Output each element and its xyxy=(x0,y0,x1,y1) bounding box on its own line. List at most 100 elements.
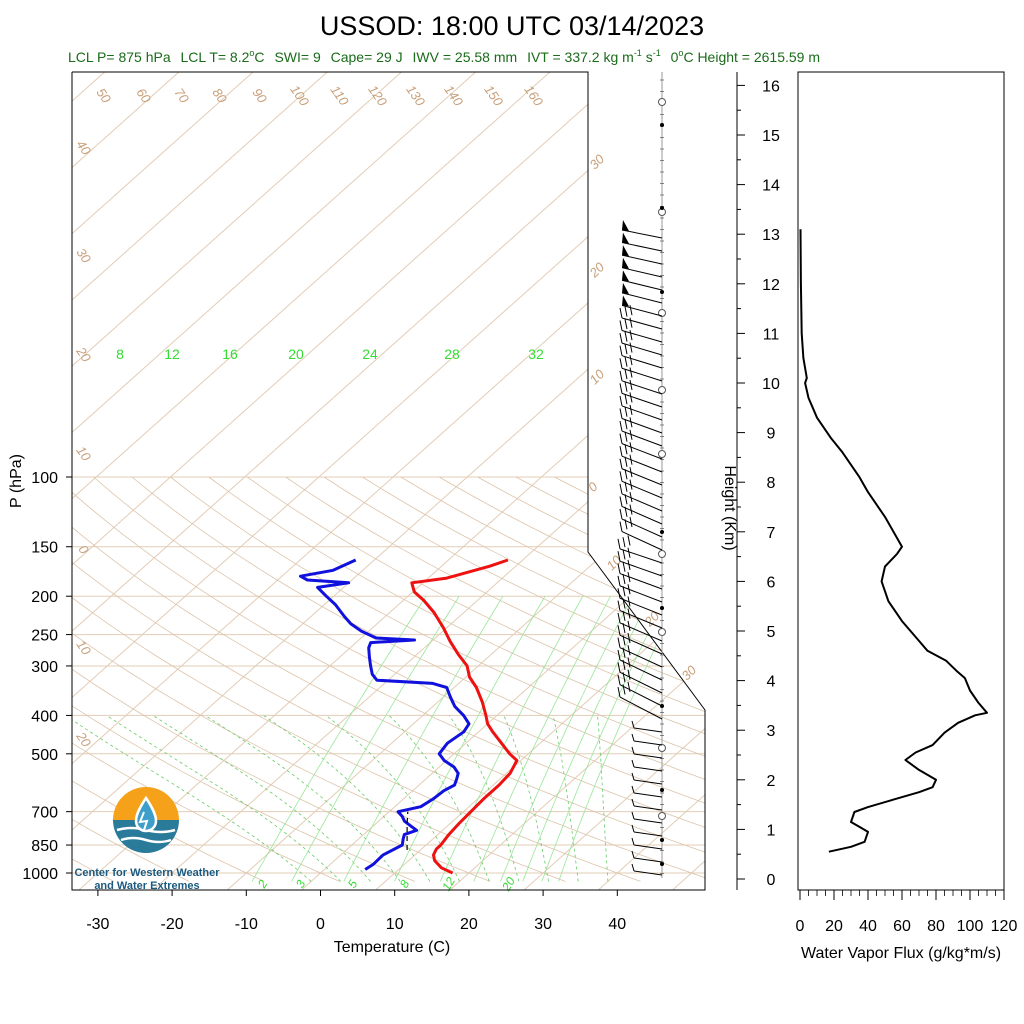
wind-barb-feather xyxy=(619,307,623,319)
chart-title: USSOD: 18:00 UTC 03/14/2023 xyxy=(320,11,704,41)
wind-barb-staff xyxy=(621,317,663,330)
wind-barb-feather xyxy=(622,573,626,585)
wind-barb-feather xyxy=(617,551,621,562)
wind-barbs xyxy=(617,72,666,878)
wind-barb-feather xyxy=(617,637,621,648)
dry-adiabat-label: 140 xyxy=(441,82,466,109)
wind-barb-feather xyxy=(627,620,631,631)
wind-barb-staff xyxy=(621,279,663,291)
dry-adiabat-label-left: 10 xyxy=(73,637,94,658)
iwv-value: IWV = 25.58 mm xyxy=(413,49,518,65)
wind-barb-staff xyxy=(619,597,663,616)
wind-barb-staff xyxy=(621,267,663,278)
lcl-pressure: LCL P= 875 hPa xyxy=(68,49,171,65)
wind-barb-feather xyxy=(617,563,621,574)
wind-barb-feather xyxy=(622,537,626,548)
wind-barb-staff xyxy=(621,229,663,239)
wind-barb-staff xyxy=(621,242,663,252)
pressure-axis-label: P (hPa) xyxy=(8,454,25,508)
wind-barb-feather xyxy=(627,596,631,607)
moist-adiabat-label: 20 xyxy=(586,259,608,281)
wind-barb-feather xyxy=(619,383,623,394)
wind-barb-feather xyxy=(619,508,623,520)
height-axis-label: Height (Km) xyxy=(721,465,738,550)
skewt-line-labels: 50 60 70 80 90 100 110 120 130 140 150 160403020100… xyxy=(73,82,700,894)
wind-barb-staff xyxy=(633,805,663,811)
wind-barb-feather xyxy=(627,669,631,680)
pressure-tick-label: 500 xyxy=(31,747,58,764)
wind-barb-staff xyxy=(619,647,663,668)
wind-barb-pennant xyxy=(622,270,629,282)
flux-axis-label: Water Vapor Flux (g/kg*m/s) xyxy=(801,945,1001,962)
flux-tick-label: 40 xyxy=(859,918,877,935)
wind-barb-staff xyxy=(633,831,663,837)
isotherm-line xyxy=(586,72,705,890)
wind-barb-staff xyxy=(619,573,663,590)
wind-barb-feather xyxy=(629,367,633,378)
wind-barb-staff xyxy=(619,659,663,681)
wind-barb-feather xyxy=(624,306,628,317)
flux-tick-label: 120 xyxy=(991,918,1018,935)
ivt-sup-m: -1 xyxy=(634,48,642,58)
mixing-ratio-line xyxy=(500,596,633,882)
wind-barb-staff xyxy=(621,405,663,421)
wind-barb-feather xyxy=(622,610,626,621)
height-tick-label: 2 xyxy=(767,773,776,790)
wind-barb-feather xyxy=(622,672,626,683)
wind-barb-staff xyxy=(621,443,663,460)
wind-barb-feather xyxy=(627,584,631,595)
isotherm-line xyxy=(72,72,193,890)
wind-barb-feather xyxy=(629,317,633,328)
wind-barb-staff xyxy=(621,518,663,538)
wind-barb-feather xyxy=(619,483,623,494)
wind-barb-staff xyxy=(633,857,663,863)
height-tick-label: 16 xyxy=(762,78,780,95)
wind-barb-feather xyxy=(631,759,635,768)
wind-barb-feather xyxy=(629,354,633,366)
wind-barb-feather xyxy=(619,433,623,444)
dry-adiabat-line xyxy=(72,476,705,882)
skewt-frame xyxy=(71,71,706,891)
mixing-ratio-label-bottom: 12 xyxy=(439,874,458,893)
dry-adiabat-line xyxy=(285,476,705,882)
swi-value: SWI= 9 xyxy=(274,49,321,65)
wind-barb-feather xyxy=(619,420,623,432)
dewpoint-profile-line xyxy=(299,558,471,871)
wind-barb-feather xyxy=(617,686,621,698)
flux-tick-label: 60 xyxy=(893,918,911,935)
pressure-tick-label: 200 xyxy=(31,589,58,606)
wind-barb-feather xyxy=(619,345,623,356)
mixing-ratio-line xyxy=(394,596,546,882)
wind-barb-feather xyxy=(617,538,621,549)
wind-dot-icon xyxy=(660,123,664,127)
isotherm-line xyxy=(72,72,416,890)
dry-adiabat-line xyxy=(93,476,705,882)
mixing-ratio-label: 28 xyxy=(444,346,460,362)
wind-barb-feather xyxy=(631,798,635,807)
wind-barb-feather xyxy=(627,571,631,583)
moist-adiabat-line xyxy=(503,715,549,882)
wind-barb-feather xyxy=(619,521,623,532)
dry-adiabat-line xyxy=(400,476,705,882)
wind-barb-feather xyxy=(617,588,621,599)
height-tick-label: 6 xyxy=(767,574,776,591)
wind-barb-feather xyxy=(622,586,626,597)
height-tick-label: 14 xyxy=(762,178,780,195)
mixing-ratio-label: 16 xyxy=(222,346,238,362)
ivt-seconds: s xyxy=(642,49,653,65)
isotherm-line xyxy=(660,72,705,890)
wind-barb-staff xyxy=(621,480,663,499)
wind-barb-feather xyxy=(624,494,628,505)
wind-barb-feather xyxy=(629,342,633,353)
wind-barb-staff xyxy=(619,548,663,564)
cape-value: Cape= 29 J xyxy=(331,49,403,65)
wind-barb-feather xyxy=(622,622,626,634)
wind-barb-feather xyxy=(629,404,633,415)
wind-barb-feather xyxy=(624,406,628,417)
wind-barb-feather xyxy=(622,549,626,560)
wind-barb-staff xyxy=(633,753,663,759)
mixing-ratio-line xyxy=(251,595,427,882)
wind-barb-feather xyxy=(622,561,626,572)
wind-barb-pennant xyxy=(622,220,629,231)
moist-adiabat-line xyxy=(597,715,609,882)
